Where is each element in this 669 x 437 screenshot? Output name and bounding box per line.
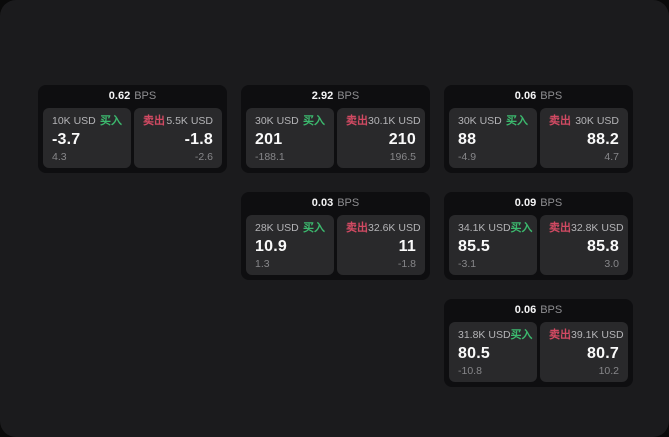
spread-value: 2.92: [311, 90, 334, 102]
quote-panels: 30K USD 买入 88 -4.9 卖出 30K USD 88.2 4.7: [444, 108, 633, 173]
buy-sub-value: -3.1: [458, 257, 477, 270]
spread-unit-label: BPS: [540, 197, 563, 209]
sell-size-label: 30K USD: [575, 115, 619, 128]
sell-sub-value: 10.2: [598, 364, 619, 377]
spread-header: 0.62 BPS: [38, 85, 227, 108]
buy-price-value: -3.7: [52, 131, 81, 148]
spread-value: 0.62: [108, 90, 131, 102]
buy-side-label: 买入: [303, 115, 325, 127]
buy-size-label: 10K USD: [52, 115, 96, 128]
quote-panels: 34.1K USD 买入 85.5 -3.1 卖出 32.8K USD 85.8…: [444, 215, 633, 280]
sell-price-value: -1.8: [184, 131, 213, 148]
buy-panel[interactable]: 34.1K USD 买入 85.5 -3.1: [449, 215, 537, 275]
buy-side-label: 买入: [510, 329, 533, 341]
buy-panel[interactable]: 31.8K USD 买入 80.5 -10.8: [449, 322, 537, 382]
buy-panel[interactable]: 30K USD 买入 88 -4.9: [449, 108, 537, 168]
sell-panel[interactable]: 卖出 30.1K USD 210 196.5: [337, 108, 425, 168]
buy-price-value: 80.5: [458, 345, 490, 362]
sell-size-label: 30.1K USD: [368, 115, 421, 128]
sell-price-value: 11: [398, 238, 416, 255]
sell-side-label: 卖出: [346, 115, 368, 127]
sell-size-label: 32.6K USD: [368, 222, 421, 235]
sell-size-label: 32.8K USD: [571, 222, 624, 235]
quote-card: 0.03 BPS 28K USD 买入 10.9 1.3 卖出 32.6K US…: [241, 192, 430, 280]
sell-sub-value: 3.0: [604, 257, 619, 270]
spread-unit-label: BPS: [134, 90, 157, 102]
quote-card: 0.06 BPS 31.8K USD 买入 80.5 -10.8 卖出 39.1…: [444, 299, 633, 387]
buy-size-label: 34.1K USD: [458, 222, 511, 235]
sell-side-label: 卖出: [143, 115, 165, 127]
spread-unit-label: BPS: [337, 197, 360, 209]
spread-value: 0.03: [311, 197, 334, 209]
sell-panel[interactable]: 卖出 5.5K USD -1.8 -2.6: [134, 108, 222, 168]
quote-card: 0.06 BPS 30K USD 买入 88 -4.9 卖出 30K USD: [444, 85, 633, 173]
spread-header: 2.92 BPS: [241, 85, 430, 108]
quote-panels: 10K USD 买入 -3.7 4.3 卖出 5.5K USD -1.8 -2.…: [38, 108, 227, 173]
spread-header: 0.09 BPS: [444, 192, 633, 215]
buy-side-label: 买入: [506, 115, 528, 127]
sell-sub-value: 4.7: [604, 150, 619, 163]
quote-panels: 30K USD 买入 201 -188.1 卖出 30.1K USD 210 1…: [241, 108, 430, 173]
buy-panel[interactable]: 28K USD 买入 10.9 1.3: [246, 215, 334, 275]
spread-value: 0.09: [514, 197, 537, 209]
spread-header: 0.03 BPS: [241, 192, 430, 215]
sell-panel[interactable]: 卖出 39.1K USD 80.7 10.2: [540, 322, 628, 382]
quote-card: 2.92 BPS 30K USD 买入 201 -188.1 卖出 30.1K …: [241, 85, 430, 173]
buy-side-label: 买入: [303, 222, 325, 234]
sell-size-label: 39.1K USD: [571, 329, 624, 342]
sell-panel[interactable]: 卖出 32.6K USD 11 -1.8: [337, 215, 425, 275]
sell-side-label: 卖出: [549, 222, 571, 234]
sell-sub-value: -1.8: [397, 257, 416, 270]
buy-price-value: 201: [255, 131, 283, 148]
sell-price-value: 88.2: [587, 131, 619, 148]
sell-size-label: 5.5K USD: [166, 115, 213, 128]
buy-panel[interactable]: 30K USD 买入 201 -188.1: [246, 108, 334, 168]
spread-header: 0.06 BPS: [444, 299, 633, 322]
buy-sub-value: 4.3: [52, 150, 67, 163]
buy-sub-value: -188.1: [255, 150, 285, 163]
buy-size-label: 31.8K USD: [458, 329, 511, 342]
sell-panel[interactable]: 卖出 30K USD 88.2 4.7: [540, 108, 628, 168]
sell-panel[interactable]: 卖出 32.8K USD 85.8 3.0: [540, 215, 628, 275]
buy-size-label: 30K USD: [255, 115, 299, 128]
spread-value: 0.06: [514, 304, 537, 316]
buy-sub-value: 1.3: [255, 257, 270, 270]
buy-sub-value: -10.8: [458, 364, 482, 377]
sell-side-label: 卖出: [346, 222, 368, 234]
quote-panels: 31.8K USD 买入 80.5 -10.8 卖出 39.1K USD 80.…: [444, 322, 633, 387]
buy-size-label: 28K USD: [255, 222, 299, 235]
spread-unit-label: BPS: [540, 90, 563, 102]
buy-price-value: 10.9: [255, 238, 287, 255]
quote-card: 0.09 BPS 34.1K USD 买入 85.5 -3.1 卖出 32.8K…: [444, 192, 633, 280]
buy-price-value: 85.5: [458, 238, 490, 255]
buy-price-value: 88: [458, 131, 477, 148]
quote-panels: 28K USD 买入 10.9 1.3 卖出 32.6K USD 11 -1.8: [241, 215, 430, 280]
buy-panel[interactable]: 10K USD 买入 -3.7 4.3: [43, 108, 131, 168]
buy-size-label: 30K USD: [458, 115, 502, 128]
quote-card: 0.62 BPS 10K USD 买入 -3.7 4.3 卖出 5.5K USD: [38, 85, 227, 173]
quotes-grid: 0.62 BPS 10K USD 买入 -3.7 4.3 卖出 5.5K USD: [38, 85, 633, 387]
buy-side-label: 买入: [510, 222, 533, 234]
spread-unit-label: BPS: [337, 90, 360, 102]
buy-side-label: 买入: [100, 115, 122, 127]
sell-sub-value: 196.5: [389, 150, 416, 163]
spread-header: 0.06 BPS: [444, 85, 633, 108]
sell-price-value: 210: [388, 131, 416, 148]
sell-price-value: 80.7: [587, 345, 619, 362]
spread-value: 0.06: [514, 90, 537, 102]
sell-side-label: 卖出: [549, 115, 571, 127]
spread-unit-label: BPS: [540, 304, 563, 316]
buy-sub-value: -4.9: [458, 150, 477, 163]
sell-side-label: 卖出: [549, 329, 571, 341]
sell-price-value: 85.8: [587, 238, 619, 255]
sell-sub-value: -2.6: [194, 150, 213, 163]
